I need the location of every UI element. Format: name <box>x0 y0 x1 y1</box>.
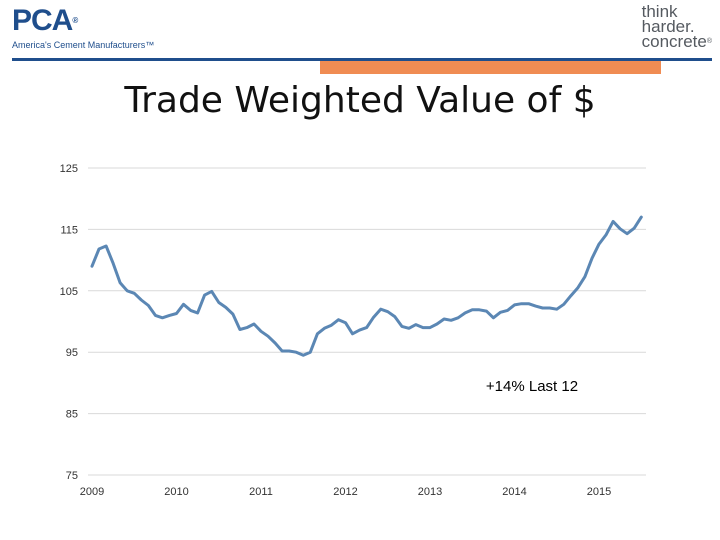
x-tick-label: 2014 <box>502 486 526 498</box>
y-tick-labels: 125 115 105 95 85 75 <box>60 163 78 482</box>
y-tick-label: 125 <box>60 163 78 175</box>
y-tick-label: 105 <box>60 286 78 298</box>
x-tick-labels: 2009 2010 2011 2012 2013 2014 2015 <box>80 486 611 498</box>
logo-line-concrete: concrete® <box>641 32 712 51</box>
x-tick-label: 2015 <box>587 486 611 498</box>
y-tick-label: 95 <box>66 347 78 359</box>
pca-logo-mark: ® <box>72 16 78 25</box>
y-tick-label: 115 <box>60 224 78 236</box>
x-tick-label: 2010 <box>164 486 188 498</box>
logo-line-think: think <box>641 2 678 21</box>
logo-right-mark: ® <box>706 38 712 45</box>
series-line <box>90 215 643 357</box>
x-tick-label: 2012 <box>333 486 357 498</box>
x-tick-label: 2013 <box>418 486 442 498</box>
grid-lines <box>88 167 646 476</box>
chart-title: Trade Weighted Value of $ <box>124 80 596 121</box>
x-tick-label: 2011 <box>249 486 273 498</box>
header-accent-orange <box>320 61 661 74</box>
pca-logo-text: PCA <box>12 4 73 37</box>
y-tick-label: 75 <box>66 470 78 482</box>
logo-line-harder: harder. <box>641 17 695 36</box>
y-tick-label: 85 <box>66 409 78 421</box>
header-divider-blue <box>12 58 712 61</box>
x-tick-label: 2009 <box>80 486 104 498</box>
chart-annotation: +14% Last 12 <box>486 378 578 395</box>
think-harder-concrete-logo: think harder. concrete® <box>641 2 712 51</box>
pca-logo: PCA® <box>12 4 78 37</box>
pca-tagline: America's Cement Manufacturers™ <box>12 40 155 50</box>
